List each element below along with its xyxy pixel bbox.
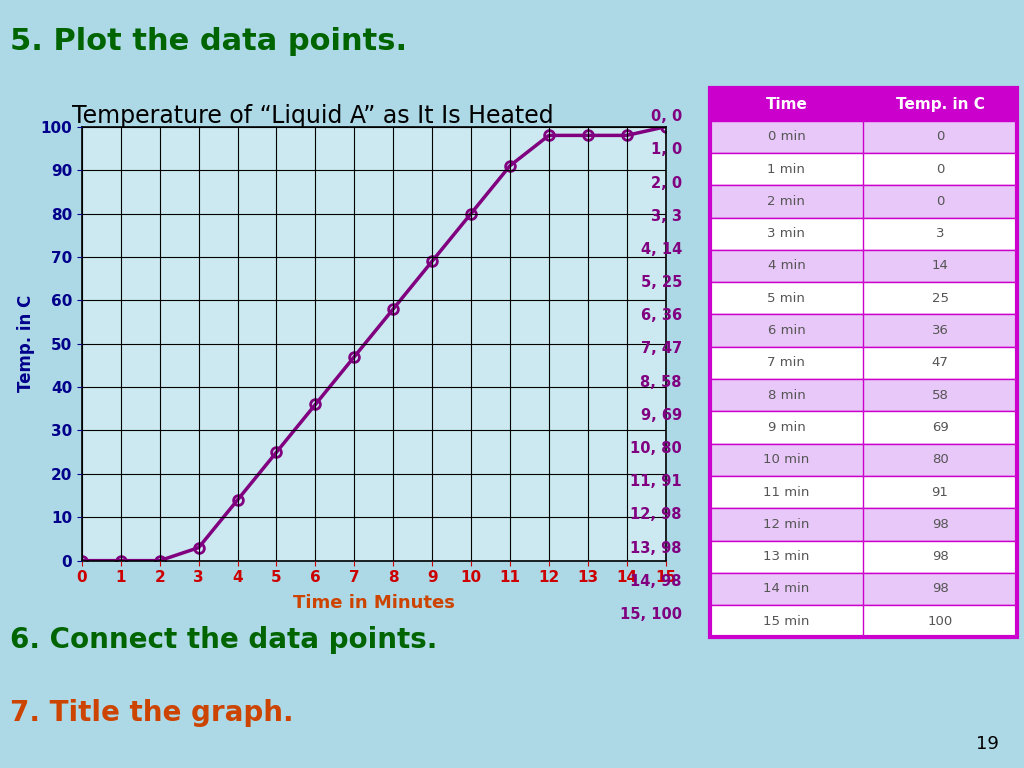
Bar xyxy=(710,121,1017,153)
Text: 11, 91: 11, 91 xyxy=(631,474,682,489)
Y-axis label: Temp. in C: Temp. in C xyxy=(16,295,35,392)
Text: Temp. in C: Temp. in C xyxy=(896,97,984,112)
Text: 12 min: 12 min xyxy=(763,518,810,531)
Text: 3, 3: 3, 3 xyxy=(651,209,682,223)
Bar xyxy=(710,314,1017,346)
Text: 100: 100 xyxy=(928,615,952,627)
Text: 13, 98: 13, 98 xyxy=(631,541,682,555)
Text: 80: 80 xyxy=(932,453,948,466)
Text: 13 min: 13 min xyxy=(763,550,810,563)
Text: 1 min: 1 min xyxy=(768,163,805,176)
Text: 6 min: 6 min xyxy=(768,324,805,337)
Text: 5 min: 5 min xyxy=(768,292,805,305)
Bar xyxy=(710,282,1017,314)
Text: 8, 58: 8, 58 xyxy=(640,375,682,389)
Text: 0: 0 xyxy=(936,131,944,144)
Bar xyxy=(710,541,1017,573)
Text: Temperature of “Liquid A” as It Is Heated: Temperature of “Liquid A” as It Is Heate… xyxy=(72,104,553,127)
Text: Time: Time xyxy=(766,97,807,112)
Text: 9, 69: 9, 69 xyxy=(641,408,682,423)
Text: 8 min: 8 min xyxy=(768,389,805,402)
Text: 47: 47 xyxy=(932,356,948,369)
Text: 5. Plot the data points.: 5. Plot the data points. xyxy=(10,27,408,56)
Bar xyxy=(710,605,1017,637)
Text: 15 min: 15 min xyxy=(763,615,810,627)
Text: 98: 98 xyxy=(932,550,948,563)
Text: 7 min: 7 min xyxy=(768,356,805,369)
Text: 2 min: 2 min xyxy=(768,195,805,208)
Text: 0 min: 0 min xyxy=(768,131,805,144)
Bar xyxy=(710,346,1017,379)
Text: 0: 0 xyxy=(936,195,944,208)
Text: 0, 0: 0, 0 xyxy=(650,109,682,124)
Bar xyxy=(710,444,1017,476)
Bar xyxy=(710,508,1017,541)
Text: 14 min: 14 min xyxy=(763,582,810,595)
Text: 4, 14: 4, 14 xyxy=(641,242,682,257)
Text: 11 min: 11 min xyxy=(763,485,810,498)
Text: 7. Title the graph.: 7. Title the graph. xyxy=(10,699,294,727)
Bar xyxy=(710,185,1017,217)
Text: 15, 100: 15, 100 xyxy=(620,607,682,622)
Bar xyxy=(710,88,1017,121)
Text: 98: 98 xyxy=(932,582,948,595)
Text: 0: 0 xyxy=(936,163,944,176)
Text: 1, 0: 1, 0 xyxy=(650,142,682,157)
Bar xyxy=(710,153,1017,185)
Text: 14, 98: 14, 98 xyxy=(631,574,682,589)
Text: 3 min: 3 min xyxy=(768,227,805,240)
Text: 5, 25: 5, 25 xyxy=(641,275,682,290)
Text: 2, 0: 2, 0 xyxy=(651,176,682,190)
Text: 69: 69 xyxy=(932,421,948,434)
Text: 36: 36 xyxy=(932,324,948,337)
Text: 98: 98 xyxy=(932,518,948,531)
Text: 91: 91 xyxy=(932,485,948,498)
Text: 14: 14 xyxy=(932,260,948,273)
Text: 9 min: 9 min xyxy=(768,421,805,434)
Text: 10 min: 10 min xyxy=(763,453,810,466)
Text: 12, 98: 12, 98 xyxy=(631,508,682,522)
X-axis label: Time in Minutes: Time in Minutes xyxy=(293,594,455,611)
Bar xyxy=(710,476,1017,508)
Text: 10, 80: 10, 80 xyxy=(630,441,682,456)
Bar xyxy=(710,412,1017,444)
Text: 58: 58 xyxy=(932,389,948,402)
Text: 7, 47: 7, 47 xyxy=(641,342,682,356)
Bar xyxy=(710,379,1017,412)
Bar xyxy=(710,217,1017,250)
Text: 3: 3 xyxy=(936,227,944,240)
Text: 4 min: 4 min xyxy=(768,260,805,273)
Bar xyxy=(710,250,1017,282)
Text: 6, 36: 6, 36 xyxy=(641,308,682,323)
Text: 6. Connect the data points.: 6. Connect the data points. xyxy=(10,626,437,654)
Bar xyxy=(710,573,1017,605)
Text: 19: 19 xyxy=(976,735,998,753)
Text: 25: 25 xyxy=(932,292,948,305)
